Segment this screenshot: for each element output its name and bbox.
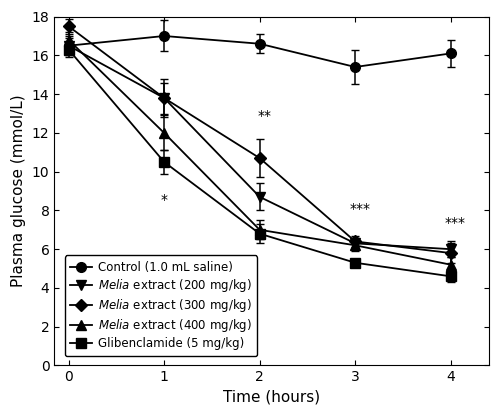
Y-axis label: Plasma glucose (mmol/L): Plasma glucose (mmol/L) [11,95,26,287]
Text: ***: *** [350,202,370,216]
X-axis label: Time (hours): Time (hours) [223,390,320,405]
Text: ***: *** [445,216,466,230]
Text: **: ** [258,109,272,123]
Legend: Control (1.0 mL saline), $\it{Melia}$ extract (200 mg/kg), $\it{Melia}$ extract : Control (1.0 mL saline), $\it{Melia}$ ex… [64,255,258,356]
Text: *: * [160,193,168,207]
